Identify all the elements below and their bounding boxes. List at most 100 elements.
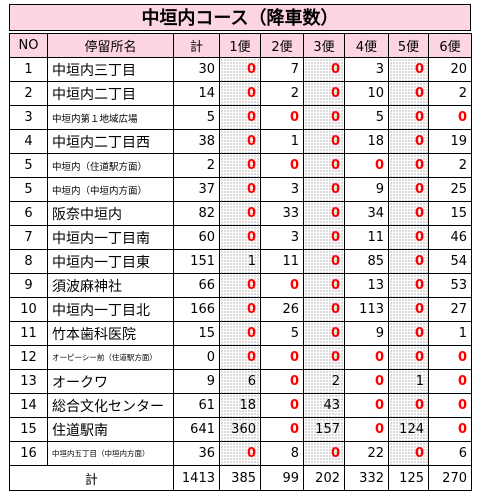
row-no: 13	[9, 369, 48, 394]
totals-trip-5: 125	[388, 465, 429, 491]
row-no: 3	[9, 105, 48, 130]
row-trip-5: 0	[388, 249, 429, 274]
table-row: 1 中垣内三丁目 30 0 7 0 3 0 20	[9, 57, 472, 82]
row-total: 151	[173, 249, 220, 274]
row-trip-6: 0	[428, 393, 472, 418]
row-trip-2: 3	[260, 225, 304, 250]
row-trip-1: 360	[219, 417, 261, 442]
row-total: 36	[173, 441, 220, 466]
row-trip-5: 0	[388, 57, 429, 82]
row-trip-3: 43	[303, 393, 345, 418]
row-trip-3: 0	[303, 105, 345, 130]
row-trip-2: 33	[260, 201, 304, 226]
row-stop-name: 中垣内一丁目南	[47, 225, 174, 250]
row-total: 15	[173, 321, 220, 346]
row-stop-name: 中垣内（住道駅方面）	[47, 153, 174, 178]
row-trip-1: 0	[219, 441, 261, 466]
row-stop-name: 中垣内二丁目西	[47, 129, 174, 154]
row-stop-name: 総合文化センター	[47, 393, 174, 418]
table-row: 4 中垣内二丁目西 38 0 1 0 18 0 19	[9, 129, 472, 154]
row-stop-name: 竹本歯科医院	[47, 321, 174, 346]
table-row: 9 須波麻神社 66 0 0 0 13 0 53	[9, 273, 472, 298]
totals-trip-1: 385	[219, 465, 261, 491]
row-trip-2: 3	[260, 177, 304, 202]
row-trip-5: 124	[388, 417, 429, 442]
row-trip-1: 18	[219, 393, 261, 418]
row-trip-2: 11	[260, 249, 304, 274]
row-trip-5: 0	[388, 321, 429, 346]
row-trip-3: 0	[303, 153, 345, 178]
row-no: 15	[9, 417, 48, 442]
row-total: 30	[173, 57, 220, 82]
row-trip-1: 0	[219, 345, 261, 370]
row-trip-5: 0	[388, 225, 429, 250]
row-trip-2: 7	[260, 57, 304, 82]
row-trip-3: 0	[303, 57, 345, 82]
row-trip-6: 1	[428, 321, 472, 346]
table-row: 8 中垣内一丁目東 151 1 11 0 85 0 54	[9, 249, 472, 274]
row-no: 12	[9, 345, 48, 370]
table-row: 7 中垣内一丁目南 60 0 3 0 11 0 46	[9, 225, 472, 250]
row-trip-2: 1	[260, 129, 304, 154]
row-total: 82	[173, 201, 220, 226]
row-stop-name: 中垣内五丁目（中垣内方面）	[47, 441, 174, 466]
row-stop-name: 中垣内（中垣内方面）	[47, 177, 174, 202]
header-total: 計	[173, 33, 220, 58]
row-trip-6: 27	[428, 297, 472, 322]
row-trip-5: 0	[388, 393, 429, 418]
row-no: 4	[9, 129, 48, 154]
row-trip-1: 0	[219, 201, 261, 226]
row-stop-name: 中垣内一丁目東	[47, 249, 174, 274]
row-trip-1: 0	[219, 297, 261, 322]
header-stop-name: 停留所名	[47, 33, 174, 58]
row-trip-3: 0	[303, 249, 345, 274]
row-trip-3: 2	[303, 369, 345, 394]
row-trip-3: 0	[303, 321, 345, 346]
row-trip-5: 0	[388, 201, 429, 226]
row-trip-2: 8	[260, 441, 304, 466]
row-trip-2: 0	[260, 393, 304, 418]
row-total: 9	[173, 369, 220, 394]
row-trip-5: 0	[388, 105, 429, 130]
row-trip-2: 0	[260, 105, 304, 130]
totals-label: 計	[9, 465, 174, 491]
page-title: 中垣内コース（降車数）	[9, 4, 471, 31]
table-row: 14 総合文化センター 61 18 0 43 0 0 0	[9, 393, 472, 418]
header-trip-2: 2便	[260, 33, 304, 58]
row-trip-4: 113	[344, 297, 389, 322]
row-trip-6: 46	[428, 225, 472, 250]
row-trip-2: 5	[260, 321, 304, 346]
row-no: 10	[9, 297, 48, 322]
row-trip-4: 9	[344, 321, 389, 346]
row-trip-3: 0	[303, 129, 345, 154]
row-no: 2	[9, 81, 48, 106]
row-stop-name: 阪奈中垣内	[47, 201, 174, 226]
row-trip-3: 0	[303, 297, 345, 322]
row-stop-name: オーピーシー前（住道駅方面）	[47, 345, 174, 370]
row-trip-3: 0	[303, 273, 345, 298]
table-row: 12 オーピーシー前（住道駅方面） 0 0 0 0 0 0 0	[9, 345, 472, 370]
row-trip-4: 0	[344, 393, 389, 418]
totals-trip-4: 332	[344, 465, 389, 491]
row-stop-name: 中垣内二丁目	[47, 81, 174, 106]
row-trip-3: 157	[303, 417, 345, 442]
table-body: 1 中垣内三丁目 30 0 7 0 3 0 20 2 中垣内二丁目 14 0 2 0 10 0 2 3 中垣内第１地域…	[9, 57, 472, 466]
row-trip-4: 0	[344, 345, 389, 370]
row-total: 14	[173, 81, 220, 106]
row-trip-3: 0	[303, 345, 345, 370]
totals-trip-2: 99	[260, 465, 304, 491]
row-no: 8	[9, 249, 48, 274]
row-trip-4: 11	[344, 225, 389, 250]
row-trip-6: 6	[428, 441, 472, 466]
row-trip-3: 0	[303, 177, 345, 202]
header-trip-6: 6便	[428, 33, 472, 58]
row-trip-5: 0	[388, 297, 429, 322]
row-trip-4: 10	[344, 81, 389, 106]
row-total: 66	[173, 273, 220, 298]
row-total: 641	[173, 417, 220, 442]
row-trip-1: 0	[219, 153, 261, 178]
row-trip-6: 0	[428, 369, 472, 394]
row-trip-6: 2	[428, 81, 472, 106]
row-trip-1: 0	[219, 57, 261, 82]
row-trip-3: 0	[303, 81, 345, 106]
